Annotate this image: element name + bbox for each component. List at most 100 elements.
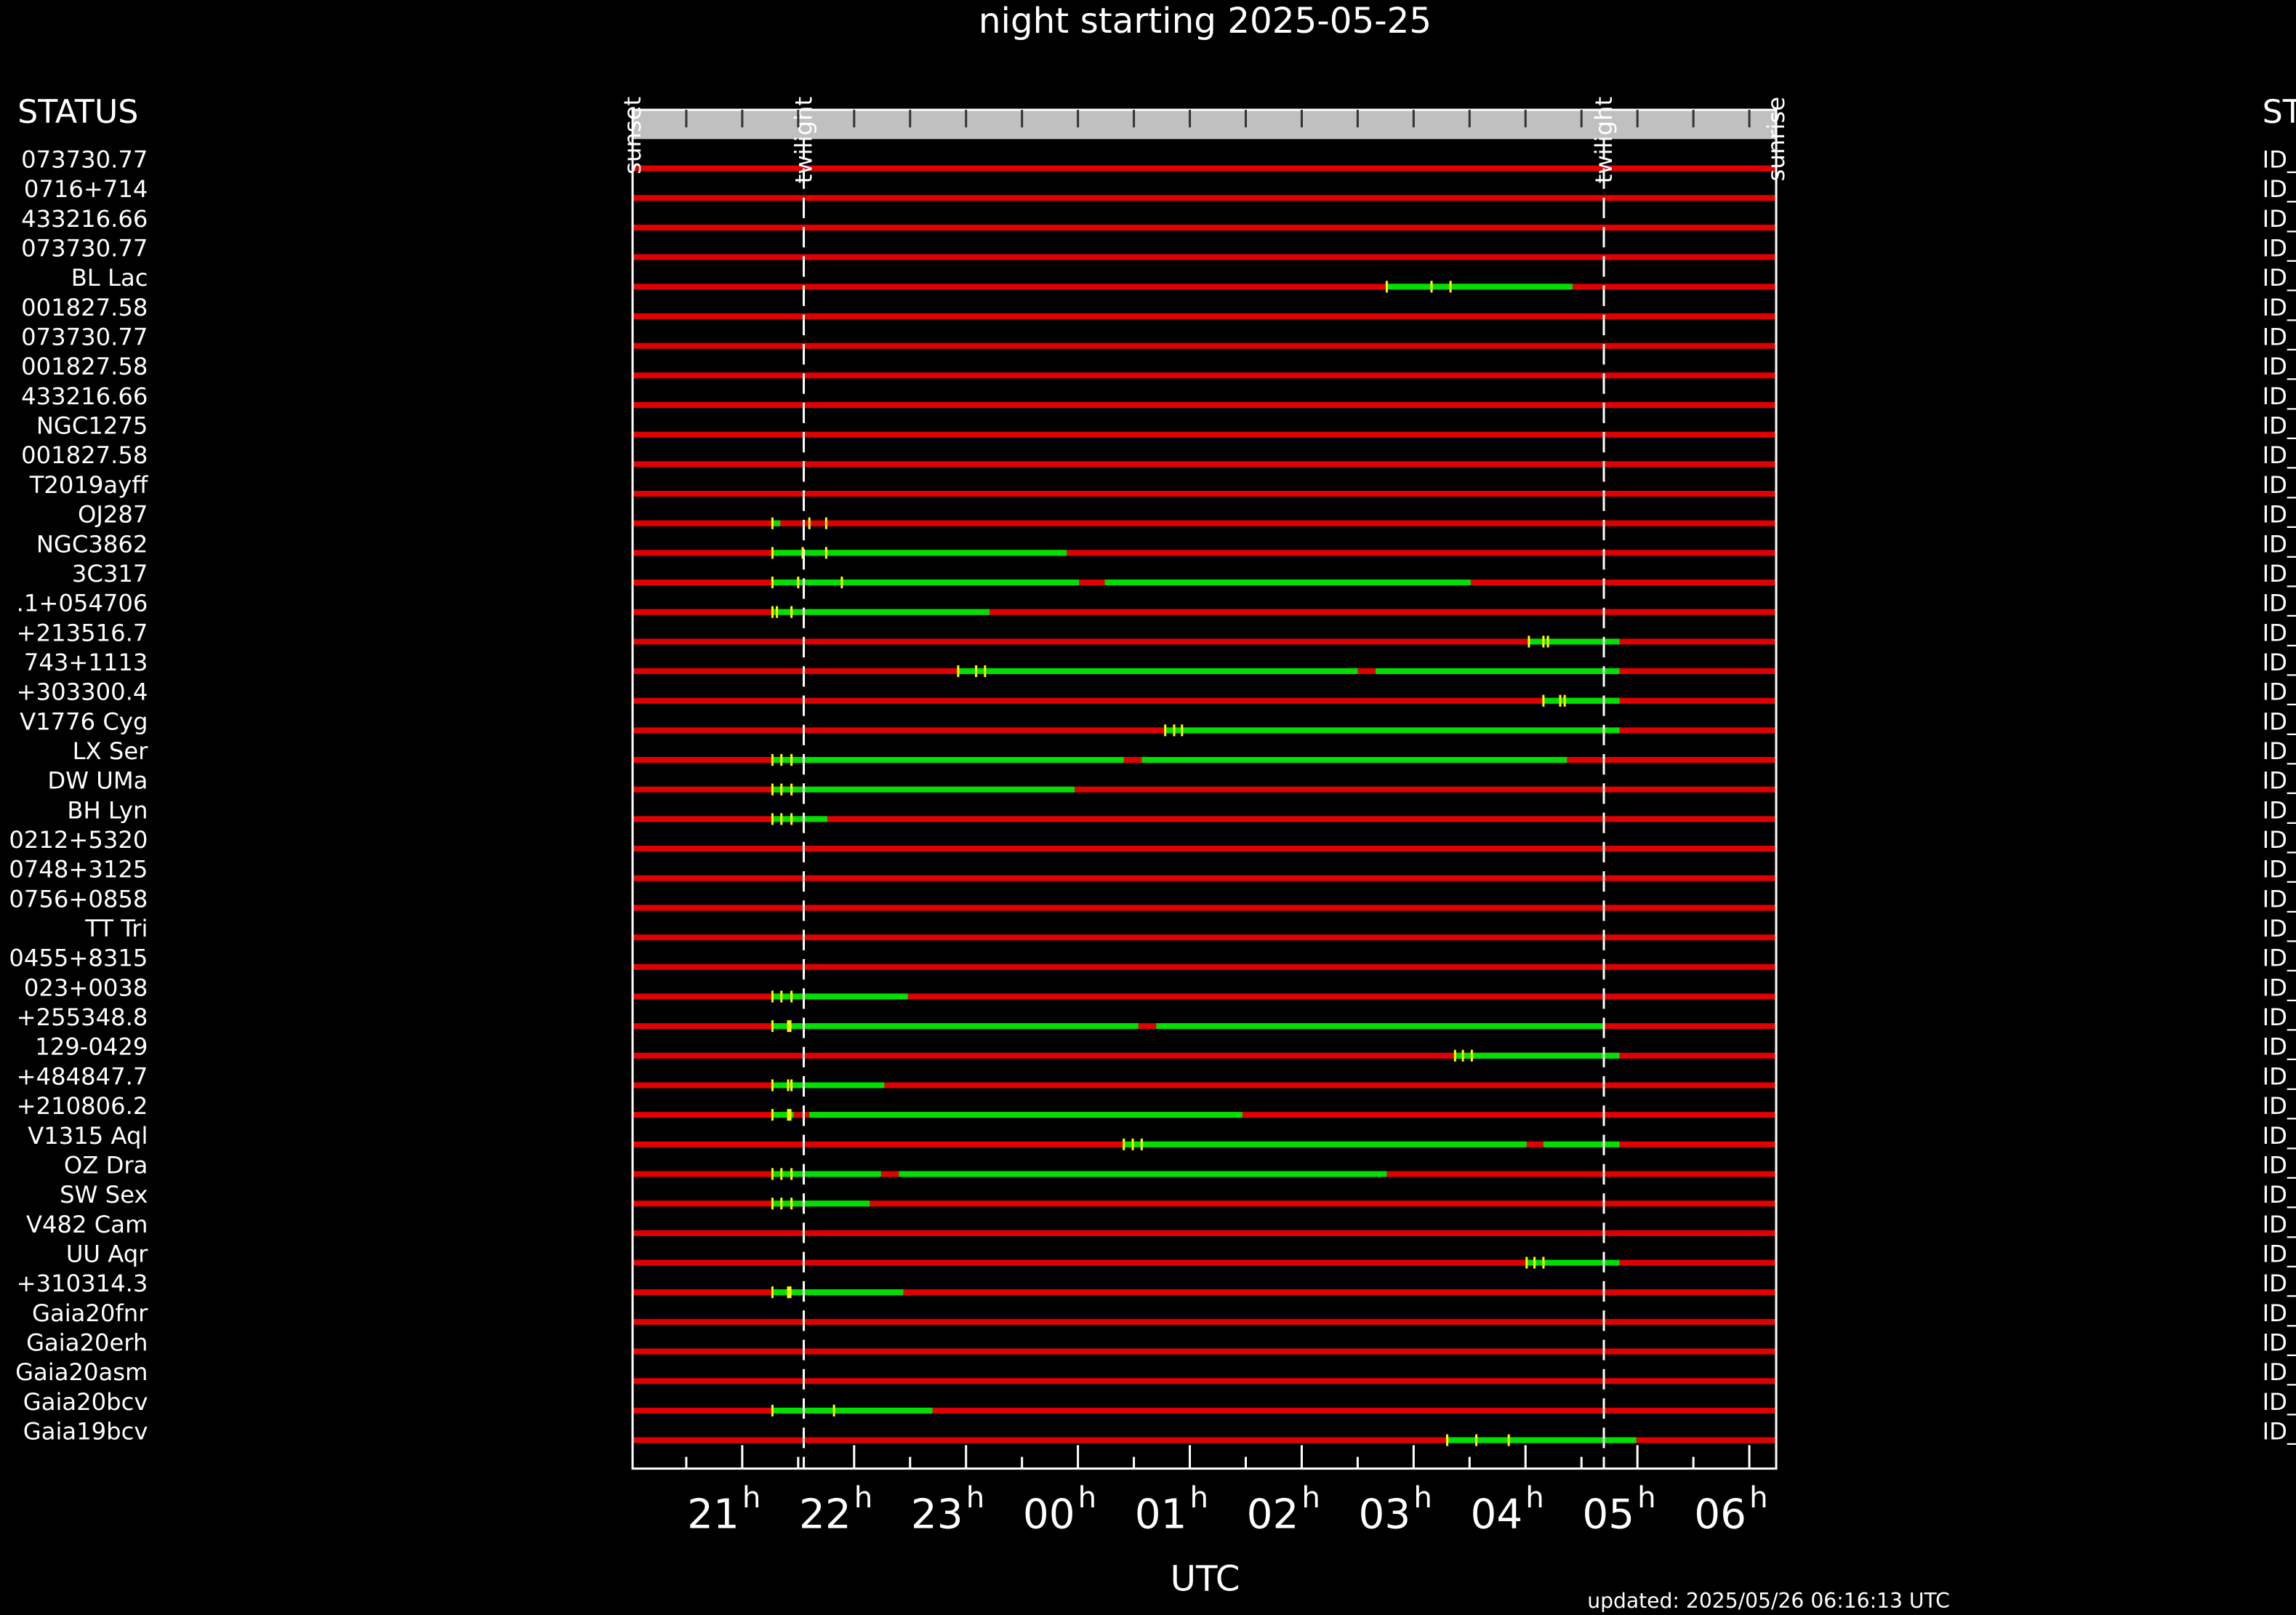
row-id: ID_ [2263, 1003, 2296, 1031]
row-id: ID_ [2263, 796, 2296, 824]
x-tick-label: 05 [1582, 1491, 1634, 1539]
row-label: .1+054706 [17, 590, 148, 617]
row-label: LX Ser [73, 737, 149, 765]
x-tick-label: 23 [911, 1491, 963, 1539]
x-tick-label: 03 [1359, 1491, 1411, 1539]
event-label: twilight [1590, 97, 1618, 183]
row-label: TT Tri [84, 915, 148, 942]
row-id: ID_ [2263, 175, 2296, 203]
row-id: ID_ [2263, 294, 2296, 321]
row-id: ID_ [2263, 382, 2296, 410]
row-label: +255348.8 [17, 1003, 148, 1031]
x-tick-unit: h [1749, 1481, 1768, 1515]
row-id: ID_ [2263, 560, 2296, 588]
x-tick-unit: h [1078, 1481, 1097, 1515]
row-id: ID_ [2263, 915, 2296, 942]
row-id: ID_ [2263, 974, 2296, 1001]
row-label: V1776 Cyg [20, 708, 148, 735]
x-tick-label: 02 [1247, 1491, 1299, 1539]
row-label: +210806.2 [17, 1092, 148, 1120]
row-label: 0455+8315 [9, 945, 148, 972]
header-band [633, 110, 1777, 140]
x-tick-unit: h [1637, 1481, 1656, 1515]
row-label: 073730.77 [21, 145, 148, 173]
row-label: 0756+0858 [9, 885, 148, 913]
x-tick-label: 01 [1135, 1491, 1187, 1539]
row-label: 129-0429 [35, 1033, 148, 1061]
row-id: ID_ [2263, 767, 2296, 795]
row-id: ID_ [2263, 235, 2296, 263]
row-id: ID_ [2263, 1033, 2296, 1061]
row-id: ID_ [2263, 708, 2296, 735]
chart-title: night starting 2025-05-25 [979, 1, 1432, 41]
row-label: 433216.66 [21, 205, 148, 233]
row-id: ID_ [2263, 590, 2296, 617]
row-label: 001827.58 [21, 353, 148, 380]
row-id: ID_ [2263, 826, 2296, 854]
x-tick-label: 06 [1694, 1491, 1746, 1539]
row-label: 001827.58 [21, 294, 148, 321]
row-id: ID_ [2263, 1092, 2296, 1120]
row-label: Gaia20fnr [32, 1299, 148, 1327]
row-label: 073730.77 [21, 324, 148, 351]
x-axis-label: UTC [1171, 1559, 1240, 1600]
footer: updated: 2025/05/26 06:16:13 UTC [1587, 1589, 1950, 1613]
row-label: 0716+714 [24, 175, 148, 203]
x-tick-unit: h [1190, 1481, 1209, 1515]
row-label: Gaia20bcv [23, 1388, 148, 1416]
row-label: 743+1113 [24, 649, 148, 676]
row-label: 0748+3125 [9, 856, 148, 883]
row-label: 0212+5320 [9, 826, 148, 854]
x-tick-unit: h [1413, 1481, 1432, 1515]
row-label: Gaia19bcv [23, 1418, 148, 1446]
row-id: ID_ [2263, 264, 2296, 292]
row-label: 001827.58 [21, 441, 148, 469]
row-label: NGC3862 [36, 530, 148, 558]
row-id: ID_ [2263, 530, 2296, 558]
row-id: ID_ [2263, 1418, 2296, 1446]
row-label: SW Sex [60, 1181, 148, 1209]
row-label: V482 Cam [26, 1211, 148, 1238]
x-tick-label: 00 [1023, 1491, 1075, 1539]
row-id: ID_ [2263, 1240, 2296, 1267]
row-id: ID_ [2263, 145, 2296, 173]
row-id: ID_ [2263, 353, 2296, 380]
left-header: STATUS [17, 94, 138, 131]
x-tick-unit: h [1301, 1481, 1320, 1515]
row-label: OZ Dra [64, 1151, 148, 1179]
row-id: ID_ [2263, 471, 2296, 499]
row-id: ID_ [2263, 737, 2296, 765]
row-label: 3C317 [72, 560, 148, 588]
x-tick-unit: h [742, 1481, 761, 1515]
row-id: ID_ [2263, 1358, 2296, 1386]
plot-frame [631, 108, 1778, 1470]
row-label: OJ287 [78, 501, 148, 529]
row-label: Gaia20erh [26, 1329, 148, 1356]
row-label: +303300.4 [17, 678, 148, 706]
row-label: 433216.66 [21, 382, 148, 410]
row-label: +484847.7 [17, 1062, 148, 1090]
row-label: V1315 Aql [28, 1122, 148, 1150]
row-label: +213516.7 [17, 619, 148, 646]
right-header: ST [2263, 94, 2296, 131]
row-label: Gaia20asm [15, 1358, 148, 1386]
row-label: 023+0038 [24, 974, 148, 1001]
row-id: ID_ [2263, 1181, 2296, 1209]
row-label: BL Lac [71, 264, 148, 292]
x-tick-unit: h [1525, 1481, 1544, 1515]
row-label: T2019ayff [29, 471, 149, 499]
row-id: ID_ [2263, 1329, 2296, 1356]
x-tick-label: 21 [687, 1491, 739, 1539]
row-id: ID_ [2263, 678, 2296, 706]
row-id: ID_ [2263, 945, 2296, 972]
row-id: ID_ [2263, 619, 2296, 646]
row-id: ID_ [2263, 1211, 2296, 1238]
row-id: ID_ [2263, 501, 2296, 529]
x-tick-label: 04 [1470, 1491, 1522, 1539]
row-id: ID_ [2263, 412, 2296, 440]
row-id: ID_ [2263, 324, 2296, 351]
row-id: ID_ [2263, 1062, 2296, 1090]
